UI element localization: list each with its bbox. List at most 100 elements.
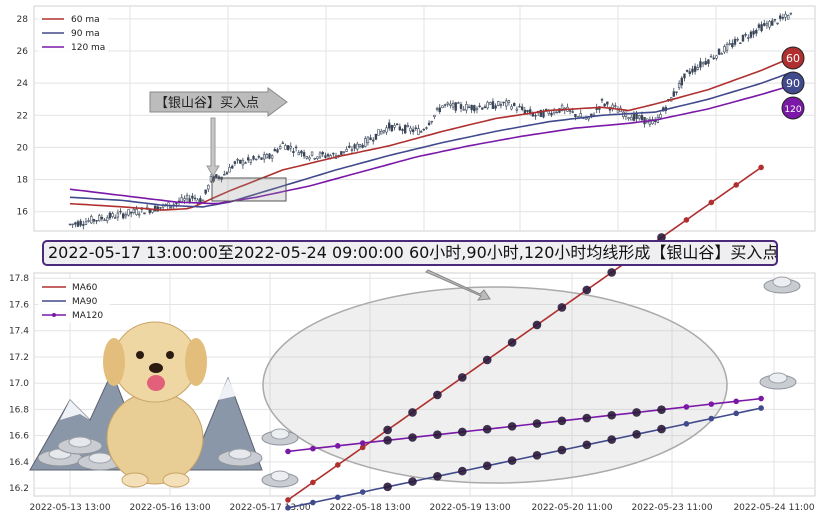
data-point [458,427,467,437]
down-arrow [206,117,220,177]
legend-label: MA90 [72,297,98,307]
data-point [582,413,592,423]
candlestick [353,144,356,149]
ma-badge-label: 60 [786,52,800,65]
mountain-snow [60,400,90,420]
candlestick [265,154,269,159]
dog-body [106,391,204,485]
candlestick [781,17,785,19]
candlestick [273,149,277,152]
candlestick [260,157,263,160]
candlestick [502,101,505,104]
candlestick [340,151,343,155]
candlestick [284,145,287,150]
candlestick [685,69,689,72]
candlestick [395,123,399,126]
candlestick [356,143,359,150]
candlestick [270,155,274,159]
candlestick [483,106,487,109]
candlestick [297,152,300,156]
candlestick [765,23,769,26]
candlestick [281,142,284,145]
candlestick [310,151,314,156]
dog-ear [103,338,125,386]
data-point [657,424,666,434]
candlestick [71,223,74,226]
candlestick [560,104,564,111]
candlestick [725,43,729,51]
data-point [335,443,341,449]
candlestick [675,91,678,93]
candlestick [473,105,476,112]
data-point [408,433,417,442]
candlestick [707,59,710,64]
candlestick [659,114,662,119]
candlestick [204,189,207,194]
candlestick [390,124,394,132]
candlestick [574,114,577,118]
candlestick [92,219,96,222]
y-tick-label: 17.6 [9,300,29,310]
candlestick [289,145,292,149]
candlestick [603,103,606,107]
candlestick [215,174,218,178]
candlestick [239,159,242,164]
candlestick [387,122,391,129]
data-point [657,233,666,242]
callout-pointer-arrow [425,269,491,301]
candlestick [345,149,348,152]
candlestick [231,165,234,169]
candlestick [733,39,737,45]
data-point [285,448,291,455]
candlestick [640,115,644,121]
candlestick [427,122,431,126]
candlestick [786,15,790,20]
candlestick [294,146,298,149]
candlestick [446,102,449,105]
candlestick [129,211,133,214]
candlestick [739,42,742,44]
legend-marker [52,313,56,317]
candlestick [262,154,266,160]
candlestick [478,105,481,108]
candlestick [709,55,713,58]
y-tick-label: 20 [17,143,29,153]
candlestick [627,117,630,120]
data-point [657,405,666,414]
candlestick [350,149,354,151]
candlestick [470,104,473,111]
y-tick-label: 17.4 [9,327,29,337]
y-tick-label: 28 [17,15,29,25]
y-tick-label: 16.2 [9,484,29,494]
candlestick [244,162,247,164]
candlestick [635,113,638,120]
candlestick [398,126,402,131]
candlestick [366,136,370,144]
data-point [310,499,316,506]
candlestick [122,213,125,219]
candlestick [534,115,537,117]
candlestick [499,104,503,106]
candlestick [693,66,697,72]
candlestick [305,156,308,159]
candlestick [268,153,271,159]
data-point [532,451,542,460]
candlestick [430,120,433,123]
candlestick [520,106,524,110]
y-tick-label: 16.6 [9,432,29,442]
zoom-line-MA60 [287,166,762,501]
x-tick-label: 2022-05-17 13:00 [229,503,310,513]
data-point [507,338,517,347]
candlestick [401,129,404,131]
x-tick-label: 2022-05-19 13:00 [429,503,510,513]
candlestick [361,144,364,148]
candlestick [590,113,593,117]
data-point [359,489,366,495]
y-tick-label: 17.2 [9,353,29,363]
data-point [359,444,366,451]
candlestick [82,224,85,226]
candlestick [68,223,72,226]
candlestick [616,109,620,113]
data-point [758,395,764,402]
y-tick-label: 16.4 [9,458,29,468]
